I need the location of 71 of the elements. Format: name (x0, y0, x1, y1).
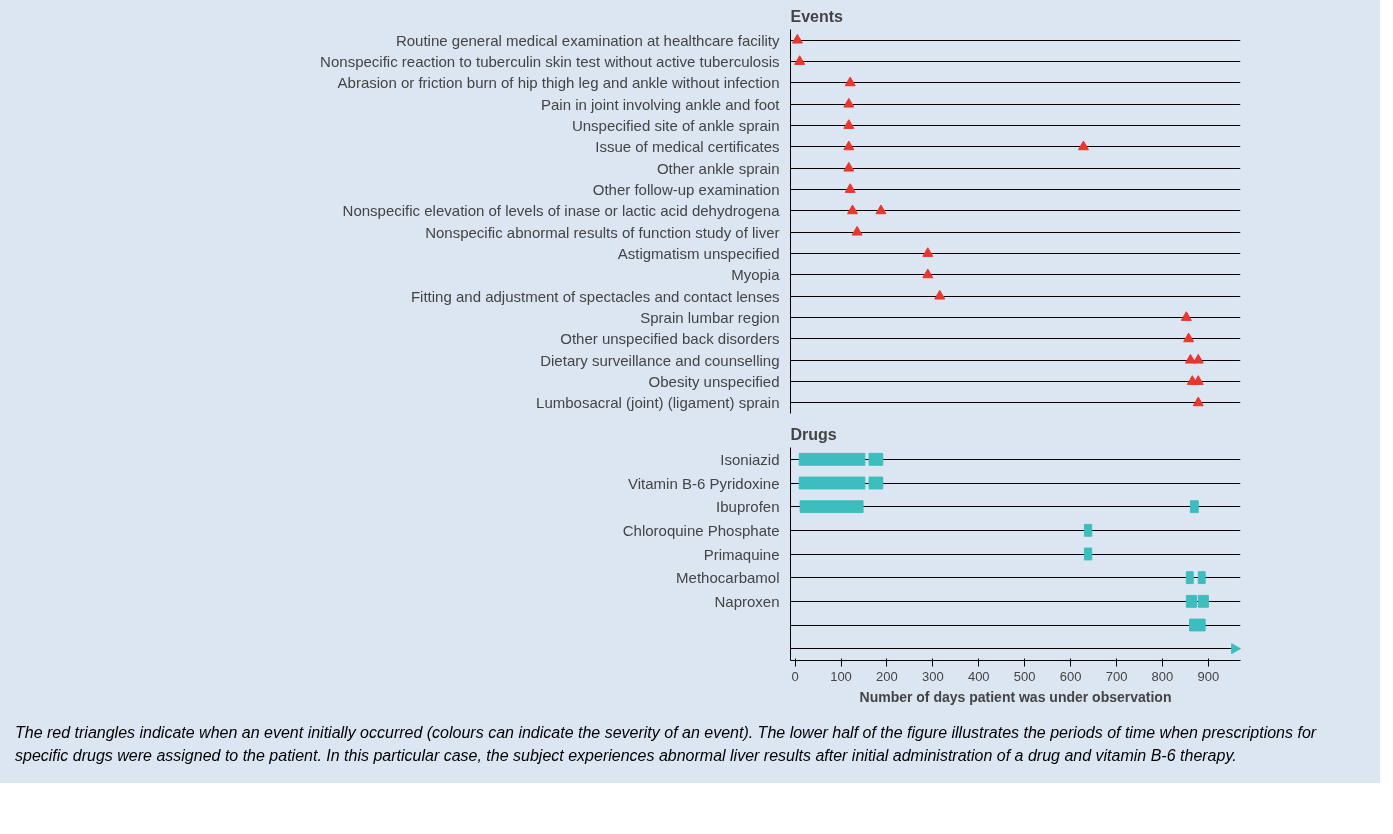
point (1192, 353, 1204, 364)
y-tick-label: Dietary surveillance and counselling (540, 351, 780, 369)
chart-title: Events (790, 7, 844, 25)
y-tick-label: Nonspecific abnormal results of function study of liver (425, 223, 780, 241)
x-tick-label: 400 (967, 668, 990, 684)
point (843, 97, 855, 108)
y-tick-label: Sprain lumbar region (640, 309, 780, 326)
bar (868, 452, 884, 466)
y-tick-label: Lumbosacral (joint) (ligament) sprain (536, 394, 780, 412)
x-tick-label: 800 (1151, 668, 1174, 684)
y-tick-label: Ibuprofen (716, 498, 780, 516)
point (1180, 311, 1192, 321)
y-tick-label: Obesity unspecified (648, 373, 780, 390)
y-tick-label: Primaquine (703, 545, 780, 563)
y-tick-label: Nonspecific reaction to tuberculin skin test without active tuberculosis (320, 53, 780, 70)
point (843, 161, 855, 172)
point (1192, 375, 1204, 385)
bar (1083, 547, 1093, 561)
y-tick-label: Pain in joint involving ankle and foot (541, 95, 781, 113)
x-axis-title: Number of days patient was under observation (859, 688, 1172, 705)
y-tick-label: Other follow-up examination (592, 181, 780, 198)
y-tick-label: Vitamin B-6 Pyridoxine (628, 474, 780, 492)
x-tick-label: 0 (791, 668, 799, 684)
point (843, 140, 855, 151)
point (844, 76, 856, 87)
point (922, 268, 934, 279)
bar (798, 452, 866, 466)
bar (868, 476, 884, 490)
bar (1189, 500, 1199, 514)
y-tick-label: Myopia (731, 266, 781, 284)
bar (1083, 523, 1093, 537)
point (1077, 140, 1089, 151)
point (922, 247, 934, 257)
point (875, 204, 887, 215)
point (794, 55, 806, 65)
y-tick-label: Other unspecified back disorders (560, 330, 780, 348)
y-tick-label: Fitting and adjustment of spectacles and contact lenses (410, 287, 780, 305)
point (934, 289, 946, 300)
y-tick-label: Routine general medical examination at healthcare facility (395, 31, 780, 49)
x-tick-label: 200 (876, 668, 898, 684)
y-tick-label: Naproxen (714, 592, 780, 610)
bar (798, 476, 866, 490)
x-tick-label: 500 (1013, 668, 1036, 684)
point (851, 225, 863, 236)
chart-title: Drugs (790, 425, 837, 443)
x-tick-label: 300 (922, 668, 944, 684)
point (791, 33, 803, 44)
point (844, 183, 856, 193)
y-tick-label: Astigmatism unspecified (617, 245, 780, 262)
y-tick-label: Issue of medical certificates (595, 138, 780, 156)
bar (1197, 571, 1206, 585)
x-tick-label: 100 (830, 668, 852, 684)
y-tick-label: Isoniazid (720, 450, 780, 468)
y-tick-label: Abrasion or friction burn of hip thigh leg and ankle without infection (337, 74, 780, 92)
point (1184, 353, 1196, 364)
y-tick-label: Methocarbamol (676, 569, 780, 587)
y-tick-label: Chloroquine Phosphate (622, 521, 780, 539)
y-tick-label: Unspecified site of ankle sprain (571, 117, 780, 134)
x-tick-label: 900 (1197, 668, 1220, 684)
y-tick-label: Other ankle sprain (656, 159, 780, 177)
point (1192, 396, 1204, 407)
bar (799, 500, 864, 514)
x-tick-label: 600 (1059, 668, 1082, 684)
point (1183, 332, 1195, 343)
y-tick-label: Nonspecific elevation of levels of inase or lactic acid dehydrogena (342, 202, 781, 220)
bar (1185, 571, 1194, 585)
bar (1189, 618, 1206, 632)
x-tick-label: 700 (1105, 668, 1128, 684)
text: The red triangles indicate when an event initially occurred (colours can indicate the severity of an event). The lower half of the figure illustrates the periods of time when prescriptions for specific drugs were assigned to the patient. In this particular case, the subject experiences abnormal liver results after initial administration of a drug and vitamin B-6 therapy. (15, 723, 1318, 766)
point (843, 119, 855, 129)
point (846, 204, 858, 215)
